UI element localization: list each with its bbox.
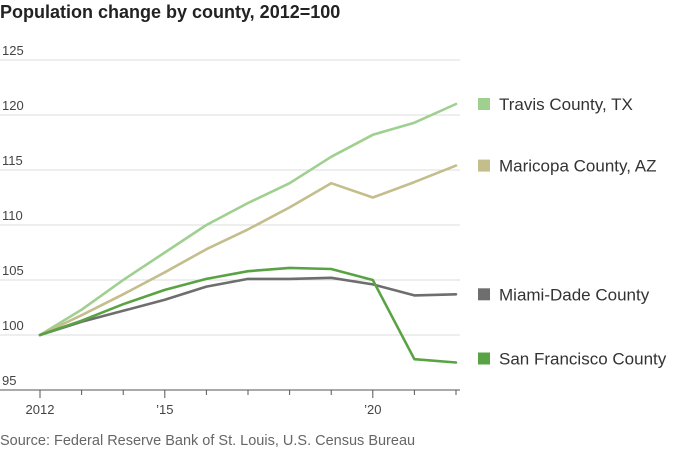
y-tick-label: 120 bbox=[2, 98, 24, 113]
x-tick-label: 2012 bbox=[26, 402, 55, 417]
legend: Travis County, TX Maricopa County, AZ Miam… bbox=[478, 95, 667, 369]
legend-label-2: Miami-Dade County bbox=[499, 285, 650, 304]
series-line-3 bbox=[38, 266, 458, 364]
x-axis: 2012 ’15 ’20 bbox=[0, 389, 460, 417]
series-line-1 bbox=[38, 164, 458, 337]
legend-swatch-0 bbox=[478, 98, 490, 110]
x-tick-label: ’15 bbox=[156, 402, 173, 417]
y-tick-label: 110 bbox=[2, 208, 23, 223]
y-tick-label: 115 bbox=[2, 153, 23, 168]
y-tick-label: 105 bbox=[2, 263, 24, 278]
source-note: Source: Federal Reserve Bank of St. Loui… bbox=[0, 433, 416, 449]
series-lines bbox=[38, 102, 458, 364]
legend-swatch-3 bbox=[478, 352, 490, 365]
x-tick-label: ’20 bbox=[364, 402, 381, 417]
legend-label-3: San Francisco County bbox=[499, 350, 667, 369]
y-tick-label: 100 bbox=[2, 318, 24, 333]
series-line-0 bbox=[38, 102, 458, 337]
y-axis-ticks: 95 100 105 110 115 120 125 bbox=[2, 43, 24, 388]
grid-lines bbox=[0, 59, 460, 336]
legend-swatch-2 bbox=[478, 288, 490, 301]
y-tick-label: 125 bbox=[2, 43, 24, 58]
series-line-2 bbox=[38, 276, 458, 337]
chart-title: Population change by county, 2012=100 bbox=[0, 2, 341, 22]
y-tick-label: 95 bbox=[2, 373, 16, 388]
legend-label-1: Maricopa County, AZ bbox=[499, 157, 656, 176]
legend-label-0: Travis County, TX bbox=[499, 95, 633, 114]
legend-swatch-1 bbox=[478, 159, 490, 172]
